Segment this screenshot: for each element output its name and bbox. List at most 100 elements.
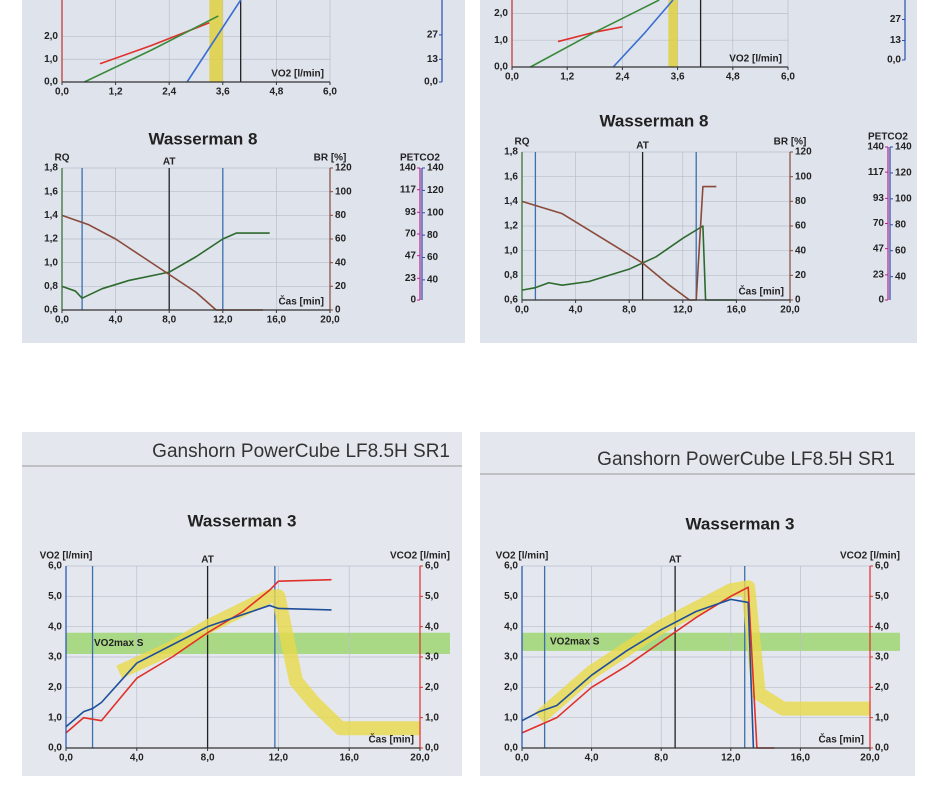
at-label: AT (163, 157, 176, 168)
x-tick-label: 20,0 (320, 315, 340, 326)
header: Ganshorn PowerCube LF8.5H SR1 (597, 449, 895, 470)
x-tick-label: 8,0 (654, 753, 668, 764)
series-line (83, 15, 219, 83)
x-tick-label: 8,0 (201, 753, 215, 764)
series-line (61, 232, 270, 299)
x-tick-label: 4,0 (130, 753, 144, 764)
y-tick-label: 1,0 (44, 257, 58, 268)
y2-tick-label: 5,0 (425, 591, 439, 602)
y2-tick-label: 100 (335, 186, 352, 197)
y-tick-label: 5,0 (48, 591, 62, 602)
chart-title: Wasserman 8 (149, 129, 258, 148)
y2-tick-label: 80 (895, 219, 907, 230)
y2-tick-label: 1,0 (875, 712, 889, 723)
x-tick-label: 0,0 (59, 753, 73, 764)
load-band (116, 589, 420, 736)
y2-tick-label: 0 (335, 305, 341, 316)
y-tick-label: 70 (405, 229, 417, 240)
series-line (61, 214, 263, 311)
x-tick-label: 6,0 (781, 72, 795, 83)
y-tick-label: 1,0 (44, 54, 58, 65)
x-tick-label: 4,8 (726, 72, 740, 83)
y2-tick-label: 40 (427, 275, 439, 286)
x-axis-label: Čas [min] (738, 285, 784, 298)
y-tick-label: 13 (890, 35, 902, 46)
chart-title: Wasserman 8 (600, 111, 709, 130)
y2-axis-label: VCO2 [l/min] (840, 551, 900, 562)
y2-axis-label: VCO2 [l/min] (390, 551, 450, 562)
y-tick-label: 0,0 (44, 77, 58, 88)
y2-tick-label: 80 (335, 210, 347, 221)
y-tick-label: 1,0 (48, 712, 62, 723)
y2-tick-label: 140 (895, 142, 912, 153)
y2-tick-label: 2,0 (425, 682, 439, 693)
x-tick-label: 8,0 (622, 305, 636, 316)
y2-tick-label: 120 (427, 185, 444, 196)
y2-tick-label: 100 (895, 194, 912, 205)
photo-panel: Ganshorn PowerCube LF8.5H SR1 Wasserman 3… (22, 432, 462, 776)
y-tick-label: 0,0 (504, 743, 518, 754)
vo2max-band (522, 632, 900, 651)
x-tick-label: 0,0 (515, 305, 529, 316)
at-label: AT (201, 555, 214, 566)
y2-tick-label: 20 (795, 270, 807, 281)
x-tick-label: 1,2 (560, 72, 574, 83)
y2-tick-label: 4,0 (875, 621, 889, 632)
x-tick-label: 0,0 (505, 72, 519, 83)
y-tick-label: 93 (873, 193, 885, 204)
y2-tick-label: 0,0 (425, 743, 439, 754)
y-tick-label: 47 (405, 250, 417, 261)
y-tick-label: 2,0 (494, 8, 508, 19)
y-tick-label: 1,2 (504, 221, 518, 232)
x-tick-label: 12,0 (269, 753, 289, 764)
y-tick-label: 2,0 (504, 682, 518, 693)
y-axis-label: PETCO2 (868, 132, 908, 143)
x-axis-label: VO2 [l/min] (271, 69, 324, 80)
y-tick-label: 1,6 (44, 186, 58, 197)
y-tick-label: 70 (873, 218, 885, 229)
y-tick-label: 6,0 (504, 561, 518, 572)
x-axis-label: Čas [min] (818, 733, 864, 746)
y-tick-label: 1,2 (44, 234, 58, 245)
y-tick-label: 2,0 (44, 31, 58, 42)
y2-axis-label: BR [%] (774, 137, 807, 148)
y2-tick-label: 60 (795, 221, 807, 232)
series-line (521, 586, 775, 749)
y-tick-label: 117 (868, 167, 885, 178)
y-axis-label: RQ (55, 153, 70, 164)
y-tick-label: 1,4 (44, 210, 58, 221)
y-tick-label: 2,0 (48, 682, 62, 693)
band-label: VO2max S (550, 636, 600, 647)
header: Ganshorn PowerCube LF8.5H SR1 (152, 441, 450, 462)
y2-tick-label: 60 (335, 234, 347, 245)
x-tick-label: 3,6 (216, 87, 230, 98)
x-tick-label: 16,0 (791, 753, 811, 764)
x-tick-label: 20,0 (410, 753, 430, 764)
y-tick-label: 47 (873, 243, 885, 254)
x-tick-label: 20,0 (860, 753, 880, 764)
x-tick-label: 4,8 (269, 87, 283, 98)
y2-tick-label: 80 (427, 230, 439, 241)
photo-panel: 0,0 1,0 2,0 0,0 1,2 2,4 3,6 4,8 6,0 VO2 [l/min] Wa… (22, 0, 465, 343)
y2-tick-label: 5,0 (875, 591, 889, 602)
y-tick-label: 0,8 (504, 270, 518, 281)
y2-tick-label: 0,0 (875, 743, 889, 754)
y-tick-label: 140 (399, 163, 416, 174)
series-line (612, 0, 674, 68)
x-tick-label: 0,0 (55, 315, 69, 326)
y-tick-label: 5,0 (504, 591, 518, 602)
x-axis-label: Čas [min] (278, 295, 324, 308)
y2-tick-label: 20 (335, 281, 347, 292)
y-tick-label: 23 (405, 273, 417, 284)
y-tick-label: 3,0 (48, 652, 62, 663)
y2-tick-label: 1,0 (425, 712, 439, 723)
y-tick-label: 4,0 (48, 621, 62, 632)
x-tick-label: 8,0 (162, 315, 176, 326)
y-tick-label: 93 (405, 207, 417, 218)
y-tick-label: 1,6 (504, 171, 518, 182)
series-line (521, 185, 717, 301)
x-tick-label: 3,6 (671, 72, 685, 83)
y-tick-label: 0 (878, 295, 884, 306)
y-tick-label: 1,0 (504, 245, 518, 256)
y2-tick-label: 60 (895, 245, 907, 256)
